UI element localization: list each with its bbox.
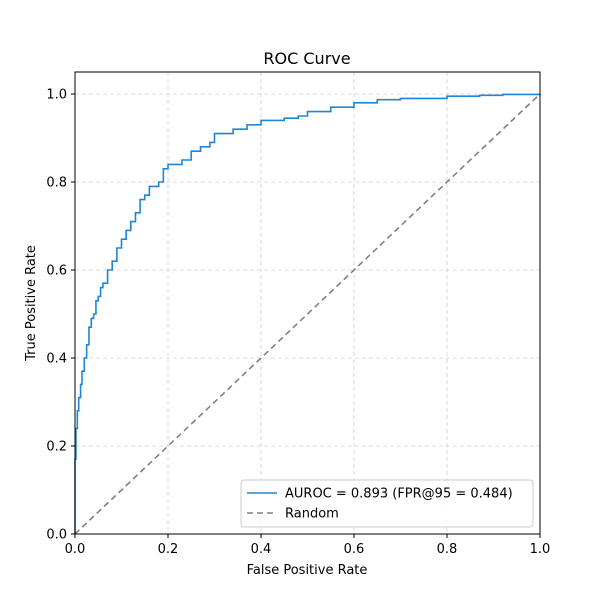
x-axis-label: False Positive Rate [247, 563, 368, 578]
y-tick-label: 0.4 [46, 352, 67, 367]
legend-label-roc: AUROC = 0.893 (FPR@95 = 0.484) [285, 487, 513, 502]
x-tick-label: 0.2 [158, 542, 179, 557]
legend: AUROC = 0.893 (FPR@95 = 0.484) Random [240, 479, 534, 528]
y-axis: 0.0 0.2 0.4 0.6 0.8 1.0 [46, 88, 75, 543]
y-tick-label: 0.0 [46, 528, 67, 543]
plot-frame [74, 71, 541, 535]
x-tick-label: 0.0 [65, 542, 86, 557]
x-axis: 0.0 0.2 0.4 0.6 0.8 1.0 [65, 534, 551, 557]
legend-box [240, 479, 534, 528]
x-tick-label: 1.0 [530, 542, 551, 557]
chart-title: ROC Curve [263, 49, 350, 68]
y-axis-label: True Positive Rate [24, 245, 39, 362]
y-tick-label: 1.0 [46, 88, 67, 103]
x-tick-label: 0.8 [437, 542, 458, 557]
grid [74, 72, 541, 535]
random-baseline-line [74, 93, 541, 535]
series-layer [74, 93, 541, 535]
y-tick-label: 0.6 [46, 264, 67, 279]
y-tick-label: 0.8 [46, 176, 67, 191]
legend-label-random: Random [285, 507, 339, 522]
y-tick-label: 0.2 [46, 440, 67, 455]
x-tick-label: 0.4 [251, 542, 272, 557]
roc-curve-line [74, 93, 541, 534]
x-tick-label: 0.6 [344, 542, 365, 557]
